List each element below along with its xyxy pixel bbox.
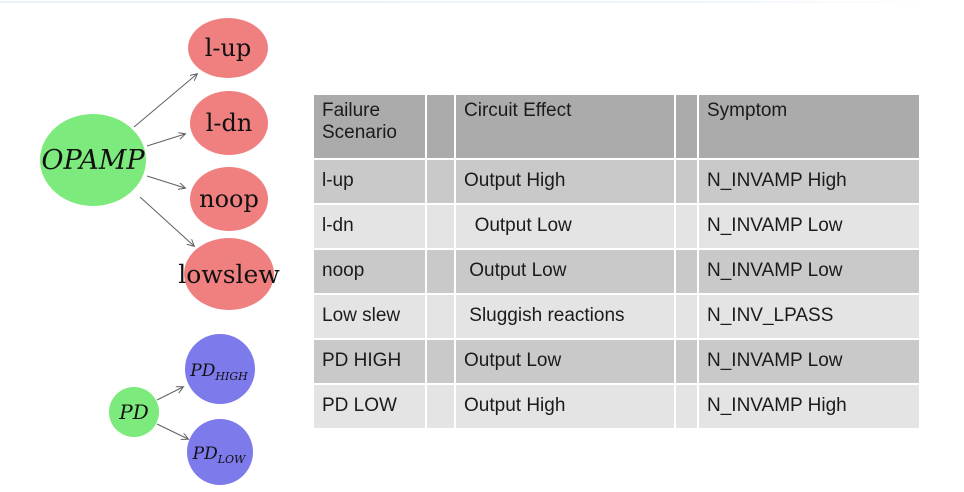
- node-opamp-label: OPAMP: [41, 145, 145, 176]
- cell-effect: Output Low: [456, 340, 674, 383]
- cell-effect: Output High: [456, 160, 674, 203]
- pd-tree-edges: [156, 387, 188, 439]
- cell-symptom: N_INVAMP Low: [699, 340, 919, 383]
- node-lowslew-shape: [184, 238, 274, 310]
- edge-pd-pdlow-arrow: [156, 423, 188, 439]
- node-noop-label: noop: [199, 185, 259, 213]
- edge-opamp-ldn-arrow: [146, 134, 185, 147]
- node-noop: noop: [190, 167, 268, 231]
- node-lowslew-label: lowslew: [178, 260, 280, 289]
- table-header-row: Failure Scenario Circuit Effect Symptom: [314, 95, 919, 158]
- cell-effect: Output Low: [456, 250, 674, 293]
- cell-symptom: N_INVAMP High: [699, 385, 919, 428]
- node-l-dn: l-dn: [190, 91, 268, 155]
- spacer-cell: [427, 250, 454, 293]
- table-row: noop Output Low N_INVAMP Low: [314, 250, 919, 293]
- cell-effect: Sluggish reactions: [456, 295, 674, 338]
- cell-scenario: l-up: [314, 160, 425, 203]
- node-pd-low-label: PDLOW: [192, 444, 247, 466]
- node-pd-low-shape: [187, 419, 253, 485]
- cell-effect: Output Low: [456, 205, 674, 248]
- cell-scenario: l-dn: [314, 205, 425, 248]
- node-pd-high-label: PDHIGH: [189, 361, 248, 383]
- spacer-cell: [427, 295, 454, 338]
- node-opamp: OPAMP: [40, 114, 146, 206]
- node-l-up-label: l-up: [205, 34, 252, 62]
- spacer-cell: [676, 250, 697, 293]
- header-failure-scenario: Failure Scenario: [314, 95, 425, 158]
- node-pd-high: PDHIGH: [185, 334, 255, 404]
- cell-symptom: N_INVAMP Low: [699, 205, 919, 248]
- edge-opamp-lup-arrow: [133, 74, 197, 128]
- cell-effect: Output High: [456, 385, 674, 428]
- table-row: l-up Output High N_INVAMP High: [314, 160, 919, 203]
- node-pd-low: PDLOW: [187, 419, 253, 485]
- cell-symptom: N_INV_LPASS: [699, 295, 919, 338]
- table-row: Low slew Sluggish reactions N_INV_LPASS: [314, 295, 919, 338]
- cell-scenario: Low slew: [314, 295, 425, 338]
- table-row: PD LOW Output High N_INVAMP High: [314, 385, 919, 428]
- node-l-dn-label: l-dn: [206, 109, 253, 137]
- table-row: PD HIGH Output Low N_INVAMP Low: [314, 340, 919, 383]
- edge-opamp-lowslew-arrow: [139, 196, 194, 246]
- failure-scenario-table: Failure Scenario Circuit Effect Symptom …: [312, 93, 921, 430]
- node-pd: PD: [109, 387, 159, 437]
- header-spacer-2: [676, 95, 697, 158]
- cell-symptom: N_INVAMP High: [699, 160, 919, 203]
- fault-tree-diagram: OPAMP l-up l-dn noop lowslew PD: [40, 18, 280, 485]
- cell-scenario: PD LOW: [314, 385, 425, 428]
- node-pd-high-shape: [185, 334, 255, 404]
- header-circuit-effect: Circuit Effect: [456, 95, 674, 158]
- edge-opamp-noop-arrow: [146, 175, 185, 188]
- node-pd-label: PD: [118, 400, 149, 424]
- spacer-cell: [676, 205, 697, 248]
- spacer-cell: [676, 295, 697, 338]
- node-noop-shape: [190, 167, 268, 231]
- node-opamp-shape: [40, 114, 146, 206]
- cell-scenario: noop: [314, 250, 425, 293]
- node-lowslew: lowslew: [178, 238, 280, 310]
- cell-symptom: N_INVAMP Low: [699, 250, 919, 293]
- spacer-cell: [676, 340, 697, 383]
- spacer-cell: [427, 160, 454, 203]
- spacer-cell: [676, 385, 697, 428]
- opamp-tree-edges: [133, 74, 197, 246]
- spacer-cell: [427, 385, 454, 428]
- node-l-up: l-up: [188, 18, 268, 78]
- edge-pd-pdhigh-arrow: [156, 387, 183, 401]
- cell-scenario: PD HIGH: [314, 340, 425, 383]
- table-row: l-dn Output Low N_INVAMP Low: [314, 205, 919, 248]
- spacer-cell: [427, 205, 454, 248]
- header-symptom: Symptom: [699, 95, 919, 158]
- node-pd-shape: [109, 387, 159, 437]
- top-accent-strip: [0, 1, 964, 3]
- node-l-dn-shape: [190, 91, 268, 155]
- spacer-cell: [427, 340, 454, 383]
- header-spacer-1: [427, 95, 454, 158]
- spacer-cell: [676, 160, 697, 203]
- node-l-up-shape: [188, 18, 268, 78]
